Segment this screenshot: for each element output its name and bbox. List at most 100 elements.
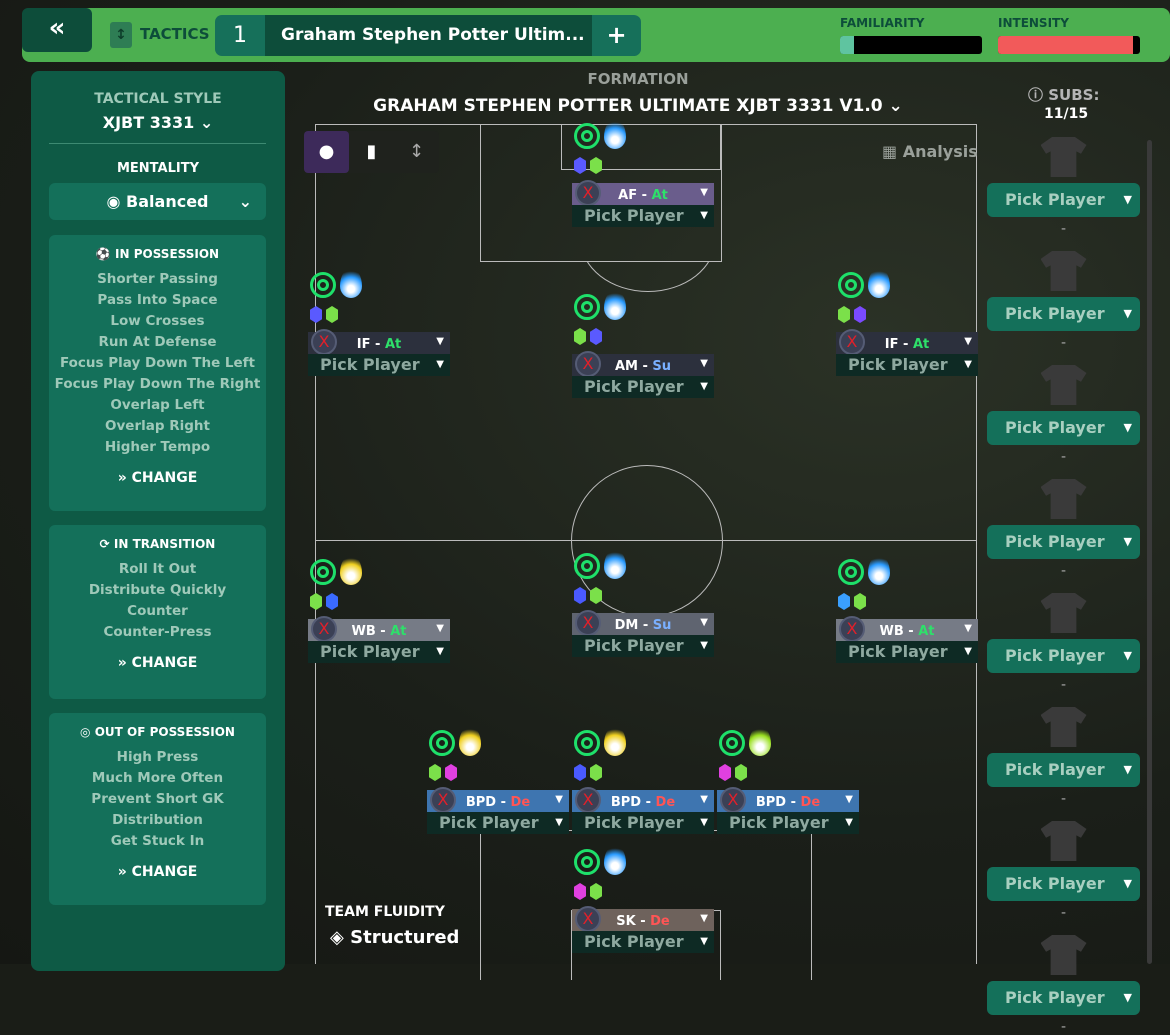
role-selector[interactable]: X IF - At ▼ [836, 329, 978, 355]
pick-player-dropdown[interactable]: Pick Player ▼ [836, 641, 978, 663]
view-tabs: ● ▮ ↕ [304, 131, 439, 173]
intensity-bar[interactable] [998, 36, 1140, 54]
ball-icon: ⚽ [95, 247, 111, 261]
role-selector[interactable]: X AF - At ▼ [572, 180, 714, 206]
sub-pick-player-dropdown[interactable]: Pick Player ▼ [987, 411, 1140, 445]
pick-player-dropdown[interactable]: Pick Player ▼ [308, 641, 450, 663]
shirt-icon [1040, 479, 1087, 519]
sub-pick-player-dropdown[interactable]: Pick Player ▼ [987, 981, 1140, 1015]
add-tactic-button[interactable]: + [606, 21, 627, 49]
remove-player-button[interactable]: X [575, 906, 601, 932]
in-possession-change-button[interactable]: » CHANGE [117, 470, 198, 486]
tab-player-info[interactable]: ● [304, 131, 349, 173]
role-selector[interactable]: X AM - Su ▼ [572, 351, 714, 377]
sub-pick-player-dropdown[interactable]: Pick Player ▼ [987, 525, 1140, 559]
pick-player-dropdown[interactable]: Pick Player ▼ [836, 354, 978, 376]
role-separator: - [641, 795, 656, 810]
remove-player-button[interactable]: X [575, 787, 601, 813]
flame-icon [340, 555, 362, 585]
player-slot: X BPD - De ▼ Pick Player ▼ [572, 787, 714, 834]
gem-icon [838, 306, 850, 323]
out-of-possession-change-button[interactable]: » CHANGE [117, 864, 198, 880]
remove-player-button[interactable]: X [720, 787, 746, 813]
remove-player-button[interactable]: X [839, 616, 865, 642]
sub-slot: Pick Player ▼ - [987, 479, 1140, 579]
pick-player-dropdown[interactable]: Pick Player ▼ [572, 376, 714, 398]
tactic-slot[interactable]: 1 [233, 23, 247, 48]
fluidity-text: Structured [350, 927, 460, 948]
pick-player-dropdown[interactable]: Pick Player ▼ [572, 812, 714, 834]
familiarity-bar[interactable] [840, 36, 982, 54]
pick-player-dropdown[interactable]: Pick Player ▼ [572, 205, 714, 227]
role-selector[interactable]: X WB - At ▼ [308, 616, 450, 642]
sub-empty-value: - [1060, 335, 1067, 351]
dropdown-arrow-icon: ▼ [1123, 193, 1132, 206]
instruction-item: Overlap Left [110, 397, 205, 413]
remove-player-button[interactable]: X [311, 616, 337, 642]
instruction-item: High Press [116, 749, 199, 765]
formation-dropdown[interactable]: GRAHAM STEPHEN POTTER ULTIMATE XJBT 3331… [373, 96, 903, 116]
player-slot: X BPD - De ▼ Pick Player ▼ [427, 787, 569, 834]
pick-player-dropdown[interactable]: Pick Player ▼ [427, 812, 569, 834]
target-icon [429, 730, 455, 756]
role-selector[interactable]: X DM - Su ▼ [572, 610, 714, 636]
remove-player-button[interactable]: X [311, 329, 337, 355]
sub-pick-player-dropdown[interactable]: Pick Player ▼ [987, 753, 1140, 787]
ball-outline-icon: ◎ [80, 725, 91, 739]
remove-player-button[interactable]: X [575, 180, 601, 206]
instruction-item: Higher Tempo [104, 439, 211, 455]
sub-pick-player-dropdown[interactable]: Pick Player ▼ [987, 639, 1140, 673]
sub-empty-value: - [1060, 677, 1067, 693]
remove-player-button[interactable]: X [839, 329, 865, 355]
in-transition-change-button[interactable]: » CHANGE [117, 655, 198, 671]
tactic-selector: 1 Graham Stephen Potter Ultim... ⌄ + [215, 15, 641, 56]
pick-player-dropdown[interactable]: Pick Player ▼ [717, 812, 859, 834]
role-name: WB [879, 624, 904, 639]
subs-scrollbar[interactable] [1147, 140, 1152, 964]
remove-player-button[interactable]: X [575, 351, 601, 377]
dropdown-arrow-icon: ▼ [700, 617, 708, 628]
pick-player-dropdown[interactable]: Pick Player ▼ [572, 931, 714, 953]
back-button[interactable]: « [22, 8, 92, 52]
remove-player-button[interactable]: X [575, 610, 601, 636]
tactics-label: TACTICS [140, 25, 210, 43]
role-selector[interactable]: X WB - At ▼ [836, 616, 978, 642]
pick-player-label: Pick Player [1005, 190, 1105, 209]
sub-pick-player-dropdown[interactable]: Pick Player ▼ [987, 867, 1140, 901]
role-selector[interactable]: X SK - De ▼ [572, 906, 714, 932]
sub-pick-player-dropdown[interactable]: Pick Player ▼ [987, 183, 1140, 217]
mentality-dropdown[interactable]: ◉ Balanced ⌄ [49, 183, 266, 220]
pick-player-dropdown[interactable]: Pick Player ▼ [308, 354, 450, 376]
player-badges [572, 726, 642, 782]
intensity-fill [998, 36, 1133, 54]
diamond-icon: ◈ [330, 927, 344, 948]
tactic-name-dropdown[interactable]: Graham Stephen Potter Ultim... ⌄ [265, 15, 592, 56]
remove-player-button[interactable]: X [430, 787, 456, 813]
pick-player-label: Pick Player [320, 642, 420, 661]
role-selector[interactable]: X BPD - De ▼ [717, 787, 859, 813]
flame-icon [604, 119, 626, 149]
instruction-item: Shorter Passing [97, 271, 218, 287]
familiarity-fill [840, 36, 855, 54]
gem-icon [574, 328, 586, 345]
sub-empty-value: - [1060, 221, 1067, 237]
gem-icon [735, 764, 747, 781]
tab-instructions[interactable]: ↕ [394, 131, 439, 173]
pick-player-dropdown[interactable]: Pick Player ▼ [572, 635, 714, 657]
role-selector[interactable]: X IF - At ▼ [308, 329, 450, 355]
tactical-style-dropdown[interactable]: XJBT 3331 ⌄ [102, 113, 214, 132]
shirt-icon [1040, 137, 1087, 177]
role-selector[interactable]: X BPD - De ▼ [572, 787, 714, 813]
pick-player-label: Pick Player [729, 813, 829, 832]
role-selector[interactable]: X BPD - De ▼ [427, 787, 569, 813]
instruction-item: Focus Play Down The Left [59, 355, 256, 371]
player-badges [717, 726, 787, 782]
target-icon [838, 559, 864, 585]
gem-icon [838, 593, 850, 610]
analysis-button[interactable]: ▦ Analysis [882, 142, 978, 161]
tab-stats[interactable]: ▮ [349, 131, 394, 173]
dropdown-arrow-icon: ▼ [700, 913, 708, 924]
change-label: CHANGE [131, 470, 198, 486]
out-of-possession-panel: ◎ OUT OF POSSESSION High Press Much More … [49, 713, 266, 905]
sub-pick-player-dropdown[interactable]: Pick Player ▼ [987, 297, 1140, 331]
